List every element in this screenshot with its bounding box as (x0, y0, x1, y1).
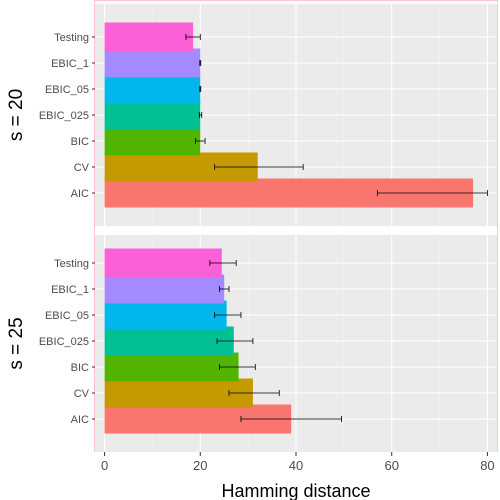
facet-label: s = 20 (6, 89, 27, 141)
bar-testing (104, 22, 194, 52)
facet-label: s = 25 (6, 317, 27, 369)
bar-bic (104, 352, 239, 382)
bar-cv (104, 378, 253, 408)
x-tick-label: 60 (384, 458, 398, 473)
y-tick-label: BIC (71, 362, 89, 374)
bar-ebic-05 (104, 74, 201, 104)
bar-testing (104, 248, 222, 278)
y-tick-label: EBIC_05 (45, 310, 89, 322)
y-tick-label: EBIC_025 (39, 110, 89, 122)
bar-ebic-025 (104, 100, 201, 130)
y-tick-label: EBIC_025 (39, 336, 89, 348)
x-tick-label: 20 (193, 458, 207, 473)
x-axis-title: Hamming distance (221, 481, 370, 500)
bar-ebic-05 (104, 300, 227, 330)
x-tick-label: 0 (101, 458, 108, 473)
bar-ebic-1 (104, 48, 201, 78)
y-tick-label: BIC (71, 136, 89, 148)
y-tick-label: EBIC_1 (51, 58, 89, 70)
facet-panel: AIC CV BIC EBIC_025 EBIC_05 EBIC_1 Testing s = … (6, 235, 497, 452)
y-tick-label: Testing (54, 32, 89, 44)
bar-ebic-025 (104, 326, 234, 356)
y-tick-label: EBIC_05 (45, 84, 89, 96)
x-tick-label: 40 (289, 458, 303, 473)
y-tick-label: Testing (54, 258, 89, 270)
x-tick-label: 80 (480, 458, 494, 473)
y-tick-label: CV (74, 388, 90, 400)
y-tick-label: AIC (71, 414, 89, 426)
y-tick-label: CV (74, 162, 90, 174)
facet-panel: AIC CV BIC EBIC_025 EBIC_05 EBIC_1 Testing s = … (6, 4, 497, 226)
bar-bic (104, 126, 201, 156)
bar-ebic-1 (104, 274, 225, 304)
y-tick-label: EBIC_1 (51, 284, 89, 296)
y-tick-label: AIC (71, 188, 89, 200)
